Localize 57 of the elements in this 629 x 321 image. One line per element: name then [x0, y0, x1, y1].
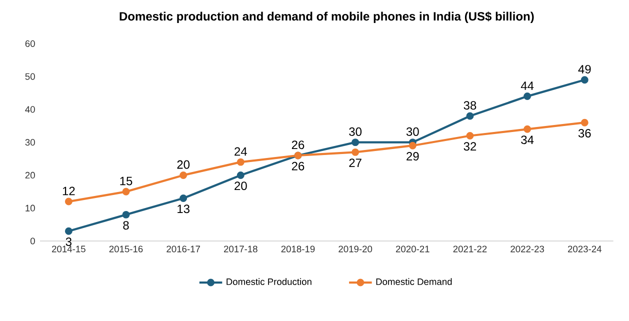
data-label: 49: [578, 64, 591, 74]
point: [180, 171, 188, 179]
y-tick-label: 10: [26, 204, 35, 212]
data-label: 26: [292, 140, 304, 150]
data-label: 15: [120, 176, 132, 186]
y-tick-label: 60: [25, 40, 35, 47]
point: [64, 198, 72, 206]
legend-label: Domestic Demand: [376, 278, 452, 286]
point: [122, 188, 130, 196]
legend-label: Domestic Production: [226, 278, 312, 286]
data-label: 26: [292, 162, 304, 170]
point: [180, 194, 188, 202]
data-label: 20: [177, 160, 190, 169]
point: [64, 227, 72, 235]
x-tick-label: 2019-20: [338, 246, 372, 252]
x-tick-label: 2018-19: [281, 246, 315, 252]
x-tick-label: 2016-17: [166, 246, 200, 252]
data-label: 20: [234, 182, 247, 190]
data-label: 24: [234, 147, 247, 156]
x-tick-label: 2017-18: [224, 246, 258, 252]
point: [408, 142, 416, 150]
point: [466, 132, 474, 140]
y-tick-label: 20: [25, 172, 35, 179]
point: [466, 112, 474, 120]
y-tick-label: 40: [25, 106, 35, 113]
point: [352, 138, 360, 146]
y-tick-label: 50: [25, 73, 35, 80]
x-tick-label: 2014-15: [52, 246, 86, 252]
data-label: 30: [406, 127, 419, 136]
data-label: 32: [464, 142, 476, 151]
data-label: 29: [406, 152, 419, 161]
x-tick-label: 2020-21: [396, 246, 430, 252]
y-tick-label: 0: [30, 238, 35, 244]
point: [352, 148, 360, 156]
point: [524, 125, 532, 133]
x-tick-label: 2023-24: [568, 246, 602, 252]
x-tick-label: 2022-23: [510, 246, 544, 252]
point: [122, 210, 130, 218]
point: [236, 171, 244, 179]
point: [236, 158, 244, 166]
y-tick-label: 30: [25, 139, 35, 146]
data-label: 38: [464, 101, 476, 110]
data-label: 13: [178, 204, 190, 214]
point: [524, 92, 532, 100]
data-label: 30: [349, 127, 362, 136]
data-label: 27: [349, 158, 362, 167]
x-tick-label: 2021-22: [453, 246, 487, 252]
data-label: 44: [520, 82, 534, 90]
point: [580, 76, 588, 84]
point: [580, 118, 588, 126]
chart-title: Domestic production and demand of mobile phones in India (US$ billion): [120, 12, 534, 23]
data-label: 36: [578, 128, 591, 138]
x-tick-label: 2015-16: [109, 246, 143, 252]
data-label: 8: [123, 221, 129, 230]
data-label: 34: [521, 136, 534, 144]
data-label: 12: [62, 186, 75, 196]
data-label: 3: [66, 238, 72, 246]
